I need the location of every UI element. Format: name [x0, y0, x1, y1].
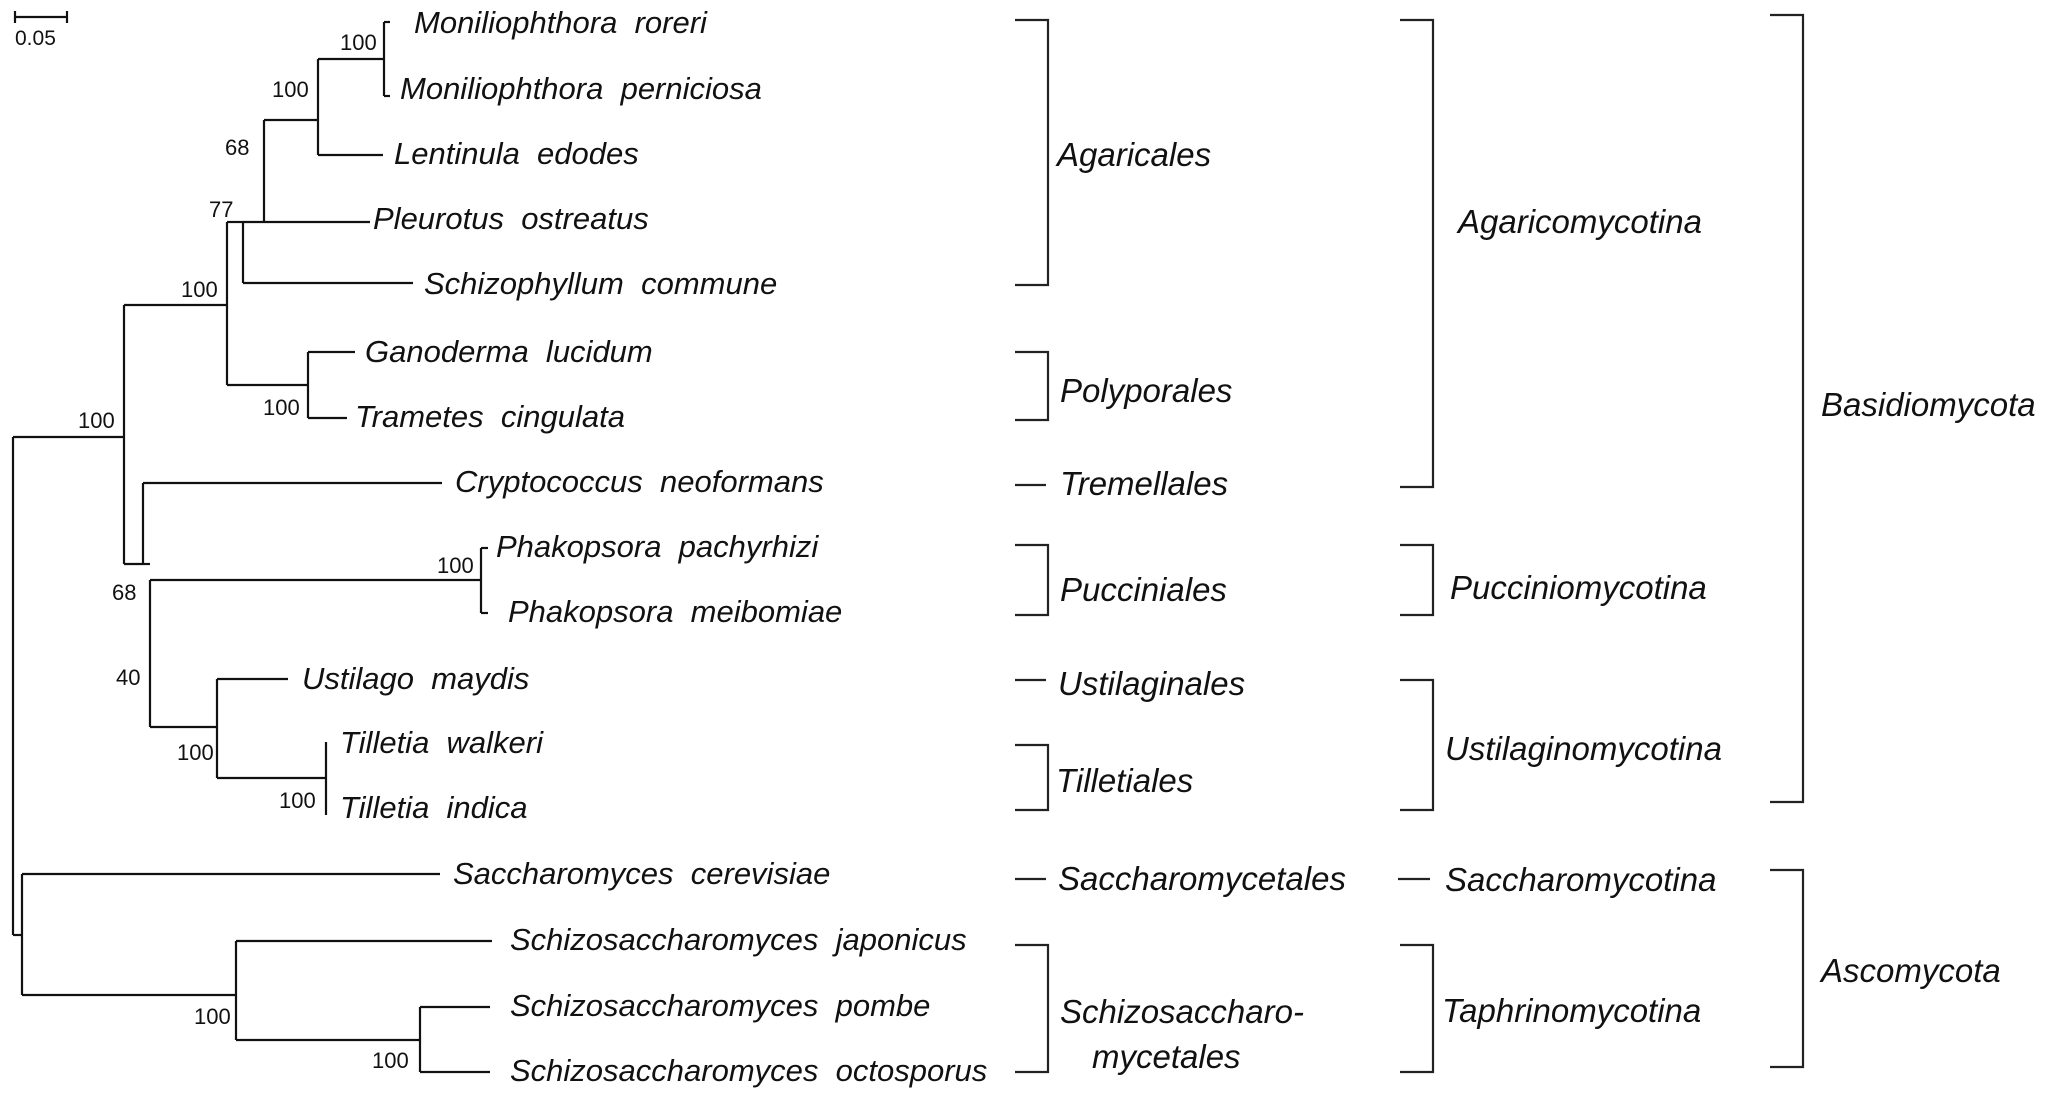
order-label: mycetales [1092, 1038, 1241, 1075]
taxon-label: Ustilago maydis [302, 661, 529, 696]
tree-branches [11, 20, 492, 1074]
support-values: 100 100 68 77 100 100 100 100 68 40 100 … [78, 30, 474, 1073]
taxon-label: Cryptococcus neoformans [455, 464, 824, 499]
order-label: Tremellales [1060, 465, 1228, 502]
phylum-brackets [1770, 13, 1805, 1069]
support-value: 40 [116, 665, 140, 690]
taxon-label: Saccharomyces cerevisiae [453, 856, 830, 891]
scale-bar-label: 0.05 [15, 27, 56, 50]
order-label: Pucciniales [1060, 571, 1227, 608]
scale-bar: 0.05 [13, 11, 69, 50]
subphylum-label: Saccharomycotina [1445, 861, 1716, 898]
taxon-label: Schizosaccharomyces japonicus [510, 922, 967, 957]
order-label: Saccharomycetales [1058, 860, 1346, 897]
taxon-label: Schizosaccharomyces pombe [510, 988, 930, 1023]
order-label: Tilletiales [1056, 762, 1193, 799]
taxon-label: Schizophyllum commune [424, 266, 777, 301]
support-value: 100 [177, 740, 214, 765]
taxon-label: Phakopsora meibomiae [508, 594, 842, 629]
order-bracket-agaricales [1015, 18, 1050, 287]
order-label: Agaricales [1055, 136, 1211, 173]
phylum-bracket-ascomycota [1770, 868, 1805, 1069]
support-value: 100 [437, 553, 474, 578]
taxon-label: Tilletia indica [340, 790, 528, 825]
taxon-label: Schizosaccharomyces octosporus [510, 1053, 987, 1088]
order-bracket-tilletiales [1015, 743, 1050, 812]
order-bracket-schizosaccharomycetales [1015, 943, 1050, 1074]
subphylum-label: Taphrinomycotina [1442, 992, 1701, 1029]
taxon-label: Ganoderma lucidum [365, 334, 653, 369]
phylum-label: Ascomycota [1819, 952, 2001, 989]
subphylum-labels: Agaricomycotina Pucciniomycotina Ustilag… [1442, 203, 1722, 1029]
subphylum-bracket-agaricomycotina [1400, 18, 1435, 489]
subphylum-label: Agaricomycotina [1456, 203, 1702, 240]
taxon-label: Tilletia walkeri [340, 725, 544, 760]
phylum-bracket-basidiomycota [1770, 13, 1805, 804]
order-label: Ustilaginales [1058, 665, 1245, 702]
support-value: 100 [279, 788, 316, 813]
order-label: Polyporales [1060, 372, 1232, 409]
support-value: 100 [181, 277, 218, 302]
subphylum-label: Ustilaginomycotina [1445, 730, 1722, 767]
taxon-label: Trametes cingulata [355, 399, 625, 434]
order-bracket-polyporales [1015, 350, 1050, 422]
support-value: 68 [112, 580, 136, 605]
order-brackets [1015, 18, 1050, 1074]
taxon-label: Pleurotus ostreatus [373, 201, 649, 236]
taxon-label: Phakopsora pachyrhizi [496, 529, 819, 564]
taxon-label: Lentinula edodes [394, 136, 639, 171]
order-label: Schizosaccharo- [1060, 993, 1304, 1030]
support-value: 68 [225, 135, 249, 160]
support-value: 100 [372, 1048, 409, 1073]
taxon-labels: Moniliophthora roreri Moniliophthora per… [302, 5, 987, 1088]
support-value: 100 [194, 1004, 231, 1029]
order-bracket-pucciniales [1015, 543, 1050, 617]
subphylum-bracket-taphrinomycotina [1400, 943, 1435, 1074]
support-value: 100 [340, 30, 377, 55]
phylum-label: Basidiomycota [1821, 386, 2036, 423]
taxon-label: Moniliophthora roreri [414, 5, 708, 40]
subphylum-label: Pucciniomycotina [1450, 569, 1707, 606]
subphylum-brackets [1398, 18, 1435, 1074]
support-value: 77 [209, 197, 233, 222]
support-value: 100 [263, 395, 300, 420]
taxon-label: Moniliophthora perniciosa [400, 71, 762, 106]
support-value: 100 [272, 77, 309, 102]
subphylum-bracket-pucciniomycotina [1400, 543, 1435, 617]
order-labels: Agaricales Polyporales Tremellales Pucci… [1055, 136, 1346, 1075]
support-value: 100 [78, 408, 115, 433]
subphylum-bracket-ustilaginomycotina [1400, 678, 1435, 812]
phylum-labels: Basidiomycota Ascomycota [1819, 386, 2036, 989]
